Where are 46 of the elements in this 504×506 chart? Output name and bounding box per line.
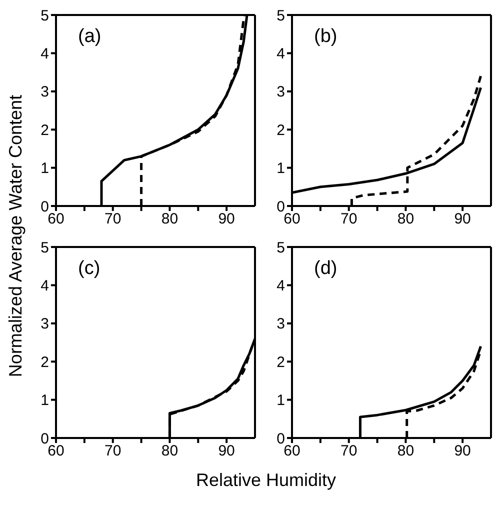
x-tick-label: 70 [340,210,358,228]
y-tick-label: 4 [40,278,49,295]
x-tick-label: 70 [104,210,122,228]
x-tick-label: 80 [161,210,178,228]
y-tick-label: 3 [40,316,49,333]
x-tick-label: 80 [397,210,414,228]
x-tick-label: 70 [340,442,358,460]
text: (a) [78,26,102,48]
y-tick-label: 5 [40,7,49,24]
y-tick-label: 2 [276,354,285,371]
y-tick-label: 4 [276,278,285,295]
x-tick-label: 60 [48,210,64,228]
x-tick-label: 60 [284,442,300,460]
x-tick-label: 70 [104,442,122,460]
y-tick-label: 2 [276,122,285,139]
y-tick-label: 5 [276,239,285,256]
y-axis-title: Normalized Average Water Content [6,94,26,378]
y-tick-label: 0 [276,430,285,448]
y-tick-label: 1 [276,392,285,410]
y-tick-label: 2 [40,354,49,371]
y-tick-label: 3 [276,84,285,101]
x-tick-label: 90 [454,442,471,460]
x-tick-label: 90 [218,442,235,460]
y-tick-label: 2 [40,122,49,139]
y-tick-label: 5 [40,239,49,256]
x-tick-label: 60 [48,442,64,460]
text: (c) [78,258,100,280]
text: (d) [314,258,338,280]
y-tick-label: 4 [40,46,49,63]
x-tick-label: 90 [218,210,235,228]
y-tick-label: 3 [276,316,285,333]
y-tick-label: 1 [40,160,49,178]
text: (b) [314,26,338,48]
x-tick-label: 90 [454,210,471,228]
y-tick-label: 0 [276,198,285,216]
y-tick-label: 1 [40,392,49,410]
y-tick-label: 0 [40,198,49,216]
y-tick-label: 3 [40,84,49,101]
x-tick-label: 80 [161,442,178,460]
y-tick-label: 0 [40,430,49,448]
y-tick-label: 4 [276,46,285,63]
y-tick-label: 5 [276,7,285,24]
x-tick-label: 60 [284,210,300,228]
y-tick-label: 1 [276,160,285,178]
x-tick-label: 80 [397,442,414,460]
x-axis-title: Relative Humidity [194,470,338,491]
